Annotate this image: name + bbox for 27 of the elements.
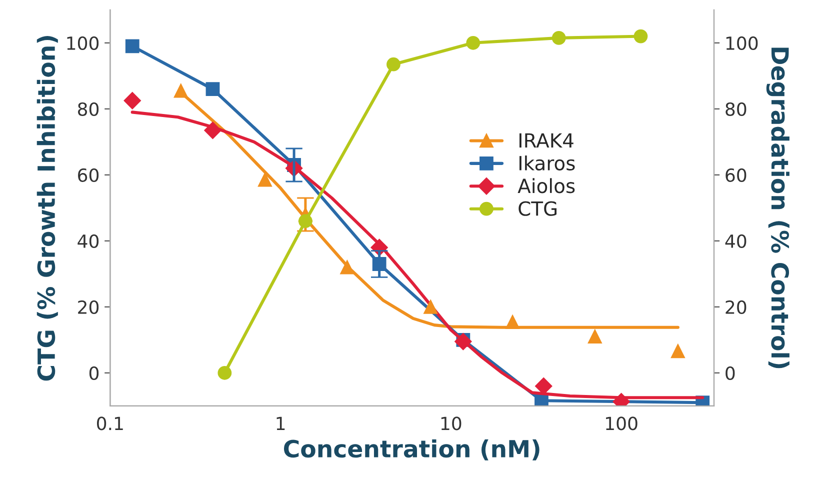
y2-tick-label: 40 [725,234,746,248]
point [466,36,480,50]
y2-axis-title: Degradation (% Control) [766,48,790,368]
y-tick-label: 100 [67,36,99,50]
y-tick-label: 0 [89,366,99,380]
legend-label: IRAK4 [519,133,574,148]
y-tick-label: 40 [78,234,99,248]
y-tick-label: 20 [78,300,99,314]
x-tick-label: 1 [276,416,285,430]
y-tick-label: 80 [78,102,99,116]
y2-tick-label: 80 [726,102,746,116]
point [218,366,232,380]
legend-label: Ikaros [519,155,575,171]
y2-tick-label: 100 [726,36,758,50]
y2-tick-label: 0 [726,366,735,380]
x-tick-label: 10 [441,416,462,430]
y2-tick-label: 20 [726,300,746,314]
legend-label: CTG [518,201,557,216]
x-tick-label: 0.1 [96,416,123,430]
y-axis-title: CTG (% Growth Inhibition) [36,36,58,381]
point [634,29,648,44]
y-tick-label: 60 [78,168,99,182]
x-axis-title: Concentration (nM) [284,439,540,460]
point [552,31,566,45]
y2-tick-label: 60 [726,168,746,182]
x-tick-label: 100 [606,416,638,430]
legend-label: Aiolos [518,178,575,194]
